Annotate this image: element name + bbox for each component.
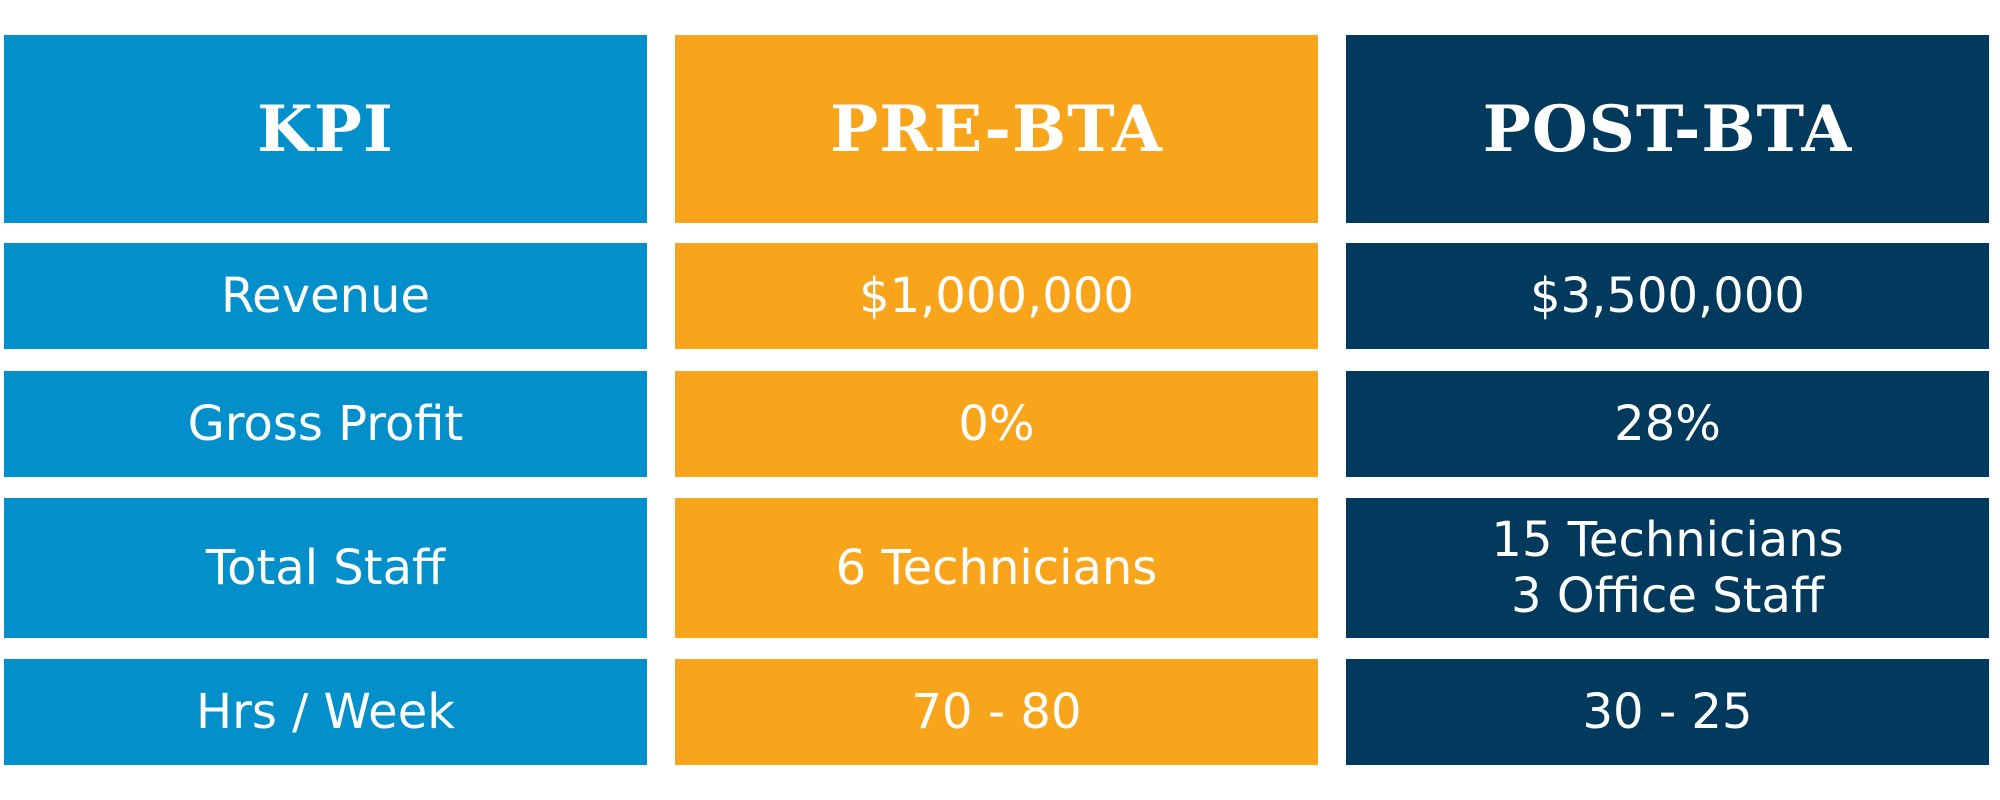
post-bta-cell-text: 28%: [1614, 396, 1721, 452]
kpi-cell-gross-profit: Gross Profit: [4, 371, 647, 477]
pre-bta-cell-gross-profit: 0%: [675, 371, 1318, 477]
pre-bta-cell-revenue: $1,000,000: [675, 243, 1318, 349]
post-bta-cell-line-technicians: 15 Technicians: [1491, 512, 1844, 568]
post-bta-header: POST-BTA: [1346, 35, 1989, 223]
pre-bta-cell-total-staff: 6 Technicians: [675, 498, 1318, 638]
post-bta-cell-revenue: $3,500,000: [1346, 243, 1989, 349]
kpi-header: KPI: [4, 35, 647, 223]
post-bta-cell-text: $3,500,000: [1530, 268, 1805, 324]
kpi-cell-total-staff: Total Staff: [4, 498, 647, 638]
kpi-cell-hrs-week: Hrs / Week: [4, 659, 647, 765]
post-bta-cell-line-office-staff: 3 Office Staff: [1511, 568, 1824, 624]
pre-bta-cell-hrs-week: 70 - 80: [675, 659, 1318, 765]
post-bta-cell-total-staff: 15 Technicians 3 Office Staff: [1346, 498, 1989, 638]
post-bta-cell-hrs-week: 30 - 25: [1346, 659, 1989, 765]
post-bta-cell-text: 30 - 25: [1582, 684, 1753, 740]
post-bta-cell-gross-profit: 28%: [1346, 371, 1989, 477]
pre-bta-header: PRE-BTA: [675, 35, 1318, 223]
kpi-cell-revenue: Revenue: [4, 243, 647, 349]
